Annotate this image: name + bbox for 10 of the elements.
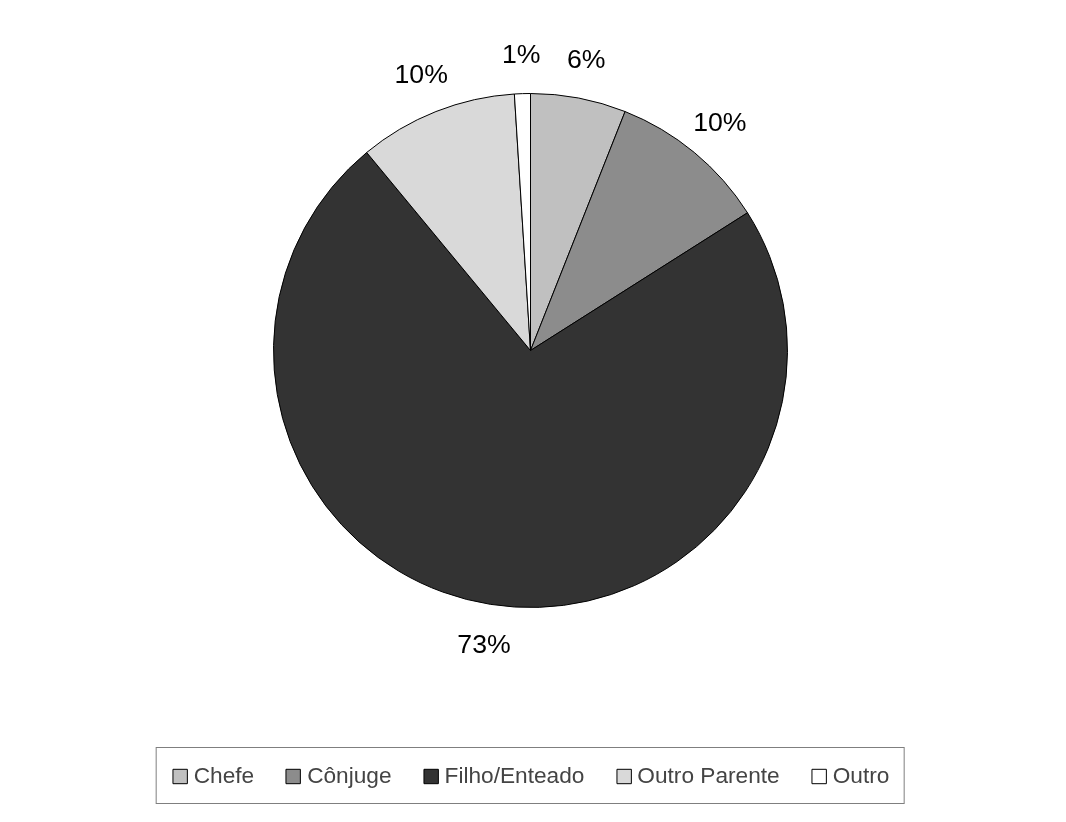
data-label: 1% [501,38,541,69]
data-label: 6% [566,43,606,74]
data-label: 10% [693,106,747,137]
data-label: 73% [457,628,511,659]
legend-label: Outro [832,762,890,789]
legend-label: Cônjuge [307,762,392,789]
legend-label: Outro Parente [637,762,780,789]
legend-label: Filho/Enteado [444,762,585,789]
data-label: 10% [394,59,448,90]
legend-label: Chefe [193,762,255,789]
